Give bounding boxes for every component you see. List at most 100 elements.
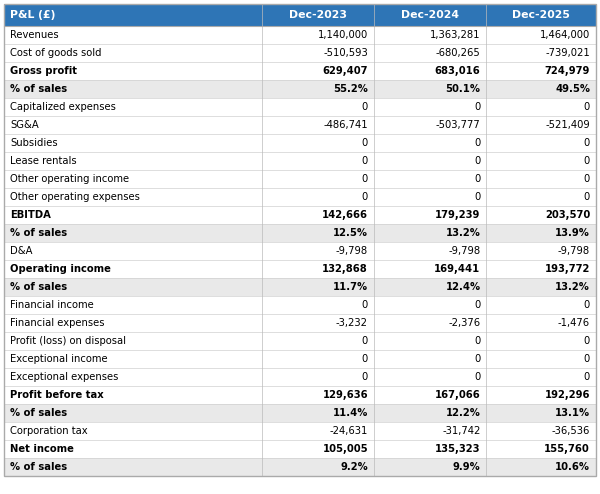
Text: 0: 0 — [362, 372, 368, 382]
Text: -1,476: -1,476 — [558, 318, 590, 328]
Bar — [4, 206, 596, 224]
Text: 0: 0 — [362, 174, 368, 184]
Bar — [4, 278, 596, 296]
Bar — [4, 314, 596, 332]
Bar — [4, 80, 596, 98]
Text: 683,016: 683,016 — [435, 66, 481, 76]
Text: 0: 0 — [584, 300, 590, 310]
Text: 0: 0 — [474, 354, 481, 364]
Bar — [4, 404, 596, 422]
Text: 49.5%: 49.5% — [555, 84, 590, 94]
Text: 9.9%: 9.9% — [453, 462, 481, 472]
Text: 0: 0 — [474, 192, 481, 202]
Text: 13.9%: 13.9% — [555, 228, 590, 238]
Text: 0: 0 — [362, 192, 368, 202]
Bar — [4, 242, 596, 260]
Text: 12.2%: 12.2% — [446, 408, 481, 418]
Text: Dec-2024: Dec-2024 — [401, 10, 459, 20]
Text: -503,777: -503,777 — [436, 120, 481, 130]
Text: Financial income: Financial income — [10, 300, 94, 310]
Text: 0: 0 — [584, 354, 590, 364]
Bar — [4, 26, 596, 44]
Bar — [4, 116, 596, 134]
Text: Profit before tax: Profit before tax — [10, 390, 104, 400]
Text: 629,407: 629,407 — [323, 66, 368, 76]
Text: 179,239: 179,239 — [435, 210, 481, 220]
Text: 129,636: 129,636 — [322, 390, 368, 400]
Text: 55.2%: 55.2% — [333, 84, 368, 94]
Text: Other operating income: Other operating income — [10, 174, 129, 184]
Text: Capitalized expenses: Capitalized expenses — [10, 102, 116, 112]
Text: EBITDA: EBITDA — [10, 210, 51, 220]
Text: 1,363,281: 1,363,281 — [430, 30, 481, 40]
Text: % of sales: % of sales — [10, 84, 67, 94]
Bar — [4, 422, 596, 440]
Text: Net income: Net income — [10, 444, 74, 454]
Text: Dec-2023: Dec-2023 — [289, 10, 347, 20]
Text: 0: 0 — [474, 174, 481, 184]
Text: Revenues: Revenues — [10, 30, 59, 40]
Text: 0: 0 — [474, 300, 481, 310]
Text: 155,760: 155,760 — [544, 444, 590, 454]
Text: 142,666: 142,666 — [322, 210, 368, 220]
Text: 724,979: 724,979 — [545, 66, 590, 76]
Bar — [4, 98, 596, 116]
Text: D&A: D&A — [10, 246, 32, 256]
Text: Dec-2025: Dec-2025 — [512, 10, 570, 20]
Text: 105,005: 105,005 — [322, 444, 368, 454]
Text: -680,265: -680,265 — [436, 48, 481, 58]
Text: Profit (loss) on disposal: Profit (loss) on disposal — [10, 336, 126, 346]
Text: Corporation tax: Corporation tax — [10, 426, 88, 436]
Text: 0: 0 — [474, 102, 481, 112]
Text: SG&A: SG&A — [10, 120, 39, 130]
Text: 0: 0 — [474, 156, 481, 166]
Text: 13.1%: 13.1% — [555, 408, 590, 418]
Text: % of sales: % of sales — [10, 408, 67, 418]
Text: 0: 0 — [584, 102, 590, 112]
Text: 0: 0 — [362, 354, 368, 364]
Text: 203,570: 203,570 — [545, 210, 590, 220]
Text: Exceptional expenses: Exceptional expenses — [10, 372, 118, 382]
Text: 11.7%: 11.7% — [333, 282, 368, 292]
Bar — [4, 224, 596, 242]
Text: 0: 0 — [584, 192, 590, 202]
Text: -510,593: -510,593 — [323, 48, 368, 58]
Bar — [374, 4, 487, 26]
Text: 0: 0 — [584, 174, 590, 184]
Text: Exceptional income: Exceptional income — [10, 354, 107, 364]
Text: 12.5%: 12.5% — [333, 228, 368, 238]
Text: 0: 0 — [584, 372, 590, 382]
Text: -3,232: -3,232 — [336, 318, 368, 328]
Bar — [4, 4, 262, 26]
Text: 11.4%: 11.4% — [332, 408, 368, 418]
Text: -36,536: -36,536 — [551, 426, 590, 436]
Text: % of sales: % of sales — [10, 282, 67, 292]
Bar — [4, 386, 596, 404]
Bar — [487, 4, 596, 26]
Text: 169,441: 169,441 — [434, 264, 481, 274]
Bar — [4, 188, 596, 206]
Text: -739,021: -739,021 — [545, 48, 590, 58]
Text: Operating income: Operating income — [10, 264, 111, 274]
Text: P&L (£): P&L (£) — [10, 10, 55, 20]
Text: 10.6%: 10.6% — [555, 462, 590, 472]
Text: 0: 0 — [362, 156, 368, 166]
Text: 12.4%: 12.4% — [445, 282, 481, 292]
Text: % of sales: % of sales — [10, 462, 67, 472]
Text: -2,376: -2,376 — [448, 318, 481, 328]
Bar — [4, 368, 596, 386]
Text: 0: 0 — [474, 372, 481, 382]
Text: 0: 0 — [584, 156, 590, 166]
Text: Subsidies: Subsidies — [10, 138, 58, 148]
Text: -9,798: -9,798 — [448, 246, 481, 256]
Text: Lease rentals: Lease rentals — [10, 156, 77, 166]
Bar — [4, 152, 596, 170]
Bar — [4, 260, 596, 278]
Text: 0: 0 — [362, 138, 368, 148]
Text: 13.2%: 13.2% — [446, 228, 481, 238]
Text: 1,140,000: 1,140,000 — [318, 30, 368, 40]
Text: 0: 0 — [362, 300, 368, 310]
Bar — [4, 44, 596, 62]
Bar — [4, 170, 596, 188]
Text: Cost of goods sold: Cost of goods sold — [10, 48, 101, 58]
